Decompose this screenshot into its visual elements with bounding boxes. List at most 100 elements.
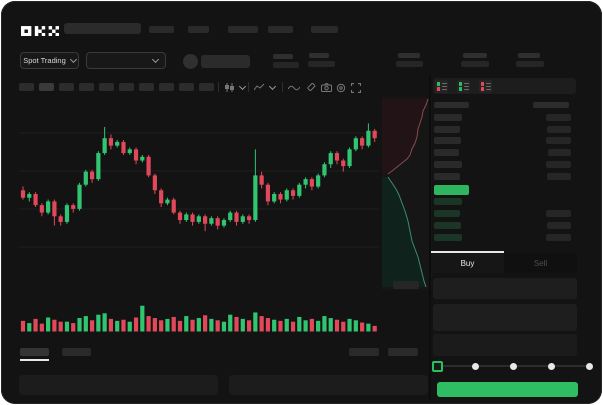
slider-stop-100[interactable]	[585, 362, 593, 370]
timeframe-slot-8[interactable]	[159, 83, 174, 91]
bottom-action-2[interactable]	[388, 348, 418, 356]
timeframe-slot-7[interactable]	[139, 83, 154, 91]
bid-row-price	[434, 222, 461, 229]
nav-item-1[interactable]	[149, 26, 174, 33]
active-tab-indicator	[431, 251, 504, 253]
bottom-tab-indicator	[20, 359, 49, 361]
slider-stop-75[interactable]	[547, 362, 555, 370]
orderbook[interactable]	[431, 101, 596, 246]
ask-row-amount	[546, 137, 571, 145]
logo-letter-k	[34, 25, 46, 36]
slider-stop-25[interactable]	[471, 362, 479, 370]
pair-selector-dropdown[interactable]	[86, 52, 166, 69]
ask-row-price	[434, 125, 460, 133]
draw-tool-icon[interactable]	[306, 83, 316, 93]
stat-1-value	[273, 62, 299, 68]
orderbook-view-bids-icon[interactable]	[457, 80, 470, 93]
bid-row-price	[434, 234, 462, 241]
okx-logo-text: OKX	[21, 23, 22, 24]
price-input[interactable]	[433, 278, 577, 299]
market-type-label: Spot Trading	[23, 56, 66, 65]
bid-row-amount	[547, 222, 571, 229]
stat-3-value	[396, 61, 423, 67]
candle-style-button[interactable]	[224, 82, 247, 92]
bottom-panel-right[interactable]	[229, 375, 428, 395]
timeframe-slot-9[interactable]	[179, 83, 194, 91]
tab-buy[interactable]: Buy	[431, 253, 504, 273]
okx-logo: OKX	[21, 23, 59, 41]
orderbook-col-header-amount	[533, 102, 569, 108]
bottom-action-1[interactable]	[349, 348, 379, 356]
ask-row-price	[434, 114, 462, 121]
chevron-down-icon	[151, 55, 160, 64]
nav-item-2[interactable]	[188, 26, 209, 33]
bottom-panel-left[interactable]	[19, 375, 218, 395]
bid-row-amount	[546, 234, 571, 241]
timeframe-slot-1[interactable]	[19, 83, 34, 91]
ask-row-price	[434, 137, 461, 145]
chevron-down-icon	[238, 82, 247, 91]
stat-2-value	[308, 61, 335, 67]
stat-1-label	[273, 54, 293, 59]
logo-letter-x	[48, 25, 59, 36]
depth-chart	[382, 98, 429, 288]
bottom-tab-1[interactable]	[20, 348, 49, 356]
tab-sell[interactable]: Sell	[504, 253, 577, 273]
chevron-down-icon	[268, 82, 277, 91]
candlestick-chart[interactable]	[19, 97, 379, 291]
ask-row-price	[434, 149, 459, 157]
timeframe-slot-10[interactable]	[199, 83, 214, 91]
total-input[interactable]	[433, 334, 577, 356]
camera-icon[interactable]	[321, 83, 332, 92]
ask-row-amount	[547, 172, 571, 180]
timeframe-slot-2[interactable]	[39, 83, 54, 91]
stat-4-label	[463, 53, 487, 58]
ask-row-price	[434, 160, 462, 168]
orderbook-col-header-price	[434, 102, 469, 108]
logo-letter-o	[21, 25, 32, 36]
pair-name-placeholder[interactable]	[201, 55, 250, 68]
stat-5-value	[516, 61, 544, 67]
ask-row-amount	[548, 149, 571, 157]
orderbook-view-asks-icon[interactable]	[479, 80, 492, 93]
chevron-down-icon	[69, 55, 77, 64]
settings-gear-icon[interactable]	[336, 83, 346, 93]
stat-4-value	[461, 61, 489, 67]
indicator-button[interactable]	[254, 82, 277, 92]
slider-handle[interactable]	[431, 360, 443, 372]
bid-row-price	[434, 210, 460, 217]
buy-tab-label: Buy	[460, 258, 475, 268]
timeframe-slot-6[interactable]	[119, 83, 134, 91]
nav-item-3[interactable]	[228, 26, 258, 33]
bid-row-price	[434, 198, 462, 205]
market-type-dropdown[interactable]: Spot Trading	[20, 52, 79, 69]
last-price-bar	[434, 185, 469, 195]
ask-row-amount	[546, 160, 571, 168]
line-tool-icon[interactable]	[288, 84, 300, 92]
timeframe-slot-4[interactable]	[79, 83, 94, 91]
stat-3-label	[398, 53, 420, 58]
stat-5-label	[518, 53, 540, 58]
panel-divider	[429, 75, 431, 400]
search-input[interactable]	[64, 23, 141, 34]
orderbook-view-all-icon[interactable]	[435, 80, 448, 93]
timeframe-slot-3[interactable]	[59, 83, 74, 91]
fullscreen-icon[interactable]	[351, 83, 361, 93]
depth-label-placeholder	[393, 281, 419, 289]
buy-submit-button[interactable]	[437, 382, 578, 397]
stat-2-label	[309, 53, 329, 58]
ask-row-price	[434, 172, 460, 180]
nav-item-5[interactable]	[311, 26, 338, 33]
amount-input[interactable]	[433, 304, 577, 331]
bottom-tab-2[interactable]	[62, 348, 91, 356]
slider-stop-50[interactable]	[509, 362, 517, 370]
ask-row-amount	[546, 114, 571, 121]
nav-item-4[interactable]	[268, 26, 293, 33]
timeframe-slot-5[interactable]	[99, 83, 114, 91]
sell-tab-label: Sell	[533, 258, 548, 268]
ask-row-amount	[547, 125, 571, 133]
volume-chart	[20, 305, 377, 332]
coin-avatar[interactable]	[183, 54, 198, 69]
amount-percent-slider[interactable]	[431, 358, 594, 374]
